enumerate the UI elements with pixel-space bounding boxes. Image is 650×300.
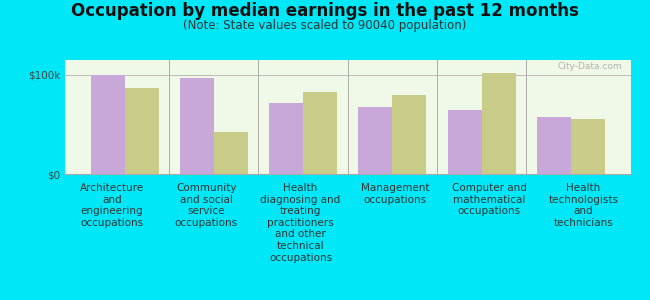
Bar xyxy=(180,78,214,174)
Text: Management
occupations: Management occupations xyxy=(361,183,429,205)
Bar xyxy=(125,88,159,174)
Text: Community
and social
service
occupations: Community and social service occupations xyxy=(175,183,238,228)
Bar xyxy=(482,73,515,174)
Text: City-Data.com: City-Data.com xyxy=(558,62,622,71)
Bar xyxy=(537,116,571,174)
Bar xyxy=(214,132,248,174)
Bar xyxy=(571,119,605,174)
Bar xyxy=(91,75,125,174)
Bar xyxy=(448,110,482,174)
Bar xyxy=(358,106,393,174)
Text: Architecture
and
engineering
occupations: Architecture and engineering occupations xyxy=(80,183,144,228)
Text: (Note: State values scaled to 90040 population): (Note: State values scaled to 90040 popu… xyxy=(183,20,467,32)
Text: Occupation by median earnings in the past 12 months: Occupation by median earnings in the pas… xyxy=(71,2,579,20)
Bar xyxy=(269,103,303,174)
Text: Computer and
mathematical
occupations: Computer and mathematical occupations xyxy=(452,183,526,216)
Bar xyxy=(303,92,337,174)
Text: Health
technologists
and
technicians: Health technologists and technicians xyxy=(549,183,618,228)
Text: Health
diagnosing and
treating
practitioners
and other
technical
occupations: Health diagnosing and treating practitio… xyxy=(261,183,341,262)
Bar xyxy=(393,95,426,174)
